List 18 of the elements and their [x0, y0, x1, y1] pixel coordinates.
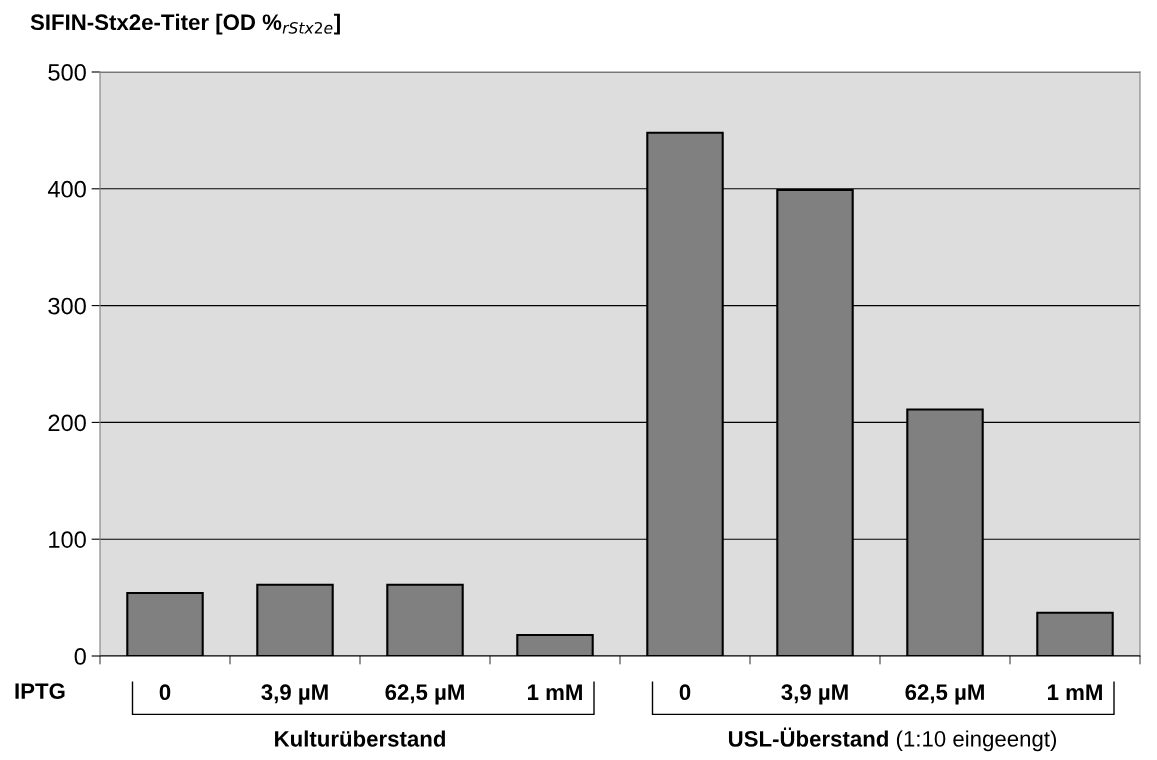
chart-title: SIFIN-Stx2e-Titer [OD %$_{rStx2e}$]	[30, 13, 340, 35]
x-tick-label: 1 mM	[1048, 684, 1102, 700]
text: Kulturüberstand	[275, 730, 445, 747]
y-tick-label: 200	[48, 414, 86, 432]
y-tick-label: 300	[48, 297, 86, 315]
x-tick-label: 62,5 µM	[905, 684, 984, 705]
y-tick-label: 500	[48, 64, 86, 81]
text: USL-Überstand (1:10 eingeengt)	[728, 727, 1057, 752]
x-tick-label: 1 mM	[528, 684, 582, 700]
y-tick-label: 400	[47, 180, 86, 198]
y-tick-label: 100	[49, 531, 86, 548]
x-tick-label: 0	[679, 684, 691, 701]
x-axis-title: IPTG	[15, 683, 65, 699]
x-tick-label: 62,5 µM	[385, 684, 464, 705]
y-tick-label: 0	[74, 648, 86, 665]
x-tick-label: 3,9 µM	[261, 684, 328, 705]
x-tick-label: 0	[159, 684, 171, 701]
x-tick-label: 3,9 µM	[781, 684, 848, 705]
